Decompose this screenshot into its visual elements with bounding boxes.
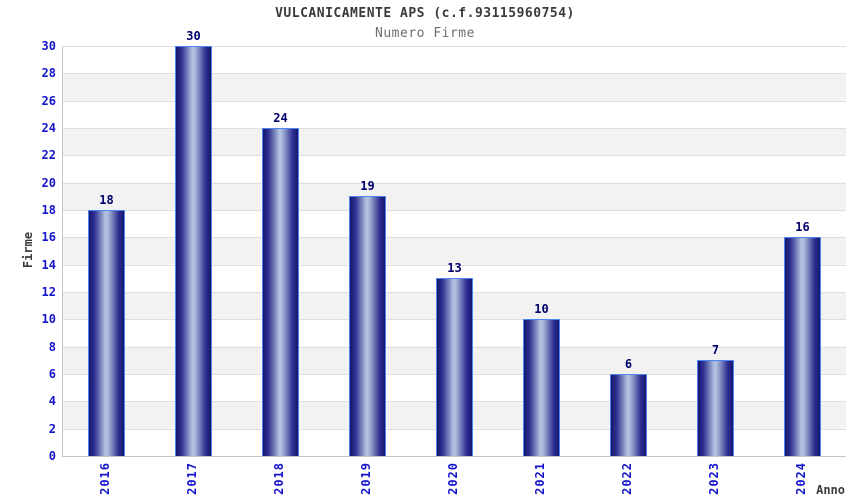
x-axis-label: Anno (816, 483, 845, 497)
x-tick-label: 2021 (532, 462, 547, 495)
plot-area: 18 30 24 19 13 10 6 7 16 (62, 29, 846, 457)
bar-value-label: 24 (273, 111, 288, 125)
x-tick-label: 2016 (97, 462, 112, 495)
y-axis-ticks: 0 2 4 6 8 10 12 14 16 18 20 22 24 26 28 30 (0, 39, 56, 463)
y-tick-label: 10 (41, 312, 56, 327)
y-tick-label: 14 (41, 257, 56, 272)
y-tick-label: 24 (41, 121, 56, 135)
gridline (63, 155, 846, 157)
x-axis-ticks: 2016 2017 2018 2019 2020 2021 2022 2023 2024 (62, 456, 845, 500)
y-tick-label: 18 (41, 203, 56, 217)
bar-2016 (88, 210, 125, 456)
bar-2022 (610, 374, 647, 456)
x-tick-label: 2018 (271, 462, 286, 495)
gridline (63, 100, 846, 102)
gridline (63, 210, 846, 211)
gridline (63, 73, 846, 75)
y-tick-label: 30 (41, 39, 56, 53)
bar-value-label: 13 (447, 261, 462, 276)
y-tick-label: 4 (48, 394, 56, 409)
y-tick-label: 26 (41, 93, 56, 108)
bar-value-label: 10 (534, 302, 549, 317)
bar-2024 (784, 237, 821, 456)
y-tick-label: 8 (48, 339, 56, 354)
bar-2021 (523, 319, 560, 456)
chart-subtitle: Numero Firme (375, 26, 475, 41)
x-tick-label: 2019 (358, 462, 373, 495)
y-tick-label: 6 (48, 367, 56, 381)
x-tick-label: 2022 (619, 462, 634, 495)
bar-value-label: 6 (624, 357, 633, 371)
x-tick-label: 2017 (184, 462, 199, 495)
gridline (63, 182, 846, 184)
y-tick-label: 16 (41, 230, 56, 245)
y-tick-label: 12 (41, 285, 56, 299)
y-tick-label: 28 (41, 66, 56, 81)
gridline (63, 264, 846, 266)
y-tick-label: 20 (41, 175, 56, 190)
bar-value-label: 19 (360, 179, 375, 194)
bar-value-label: 18 (99, 193, 114, 207)
bar-2020 (436, 278, 473, 456)
bar-value-label: 7 (711, 343, 720, 358)
y-tick-label: 2 (48, 421, 56, 436)
gridline (63, 237, 846, 239)
bar-2018 (262, 128, 299, 456)
bar-value-label: 30 (186, 29, 201, 43)
chart-title: VULCANICAMENTE APS (c.f.93115960754) (275, 6, 575, 21)
x-tick-label: 2024 (793, 462, 808, 495)
bar-value-label: 16 (795, 220, 810, 235)
x-tick-label: 2023 (706, 462, 721, 495)
gridline (63, 46, 846, 47)
bar-2019 (349, 196, 386, 456)
y-tick-label: 0 (48, 449, 56, 463)
gridline (63, 128, 846, 129)
x-tick-label: 2020 (445, 462, 460, 495)
bar-2023 (697, 360, 734, 456)
bar-2017 (175, 46, 212, 456)
y-tick-label: 22 (41, 148, 56, 163)
